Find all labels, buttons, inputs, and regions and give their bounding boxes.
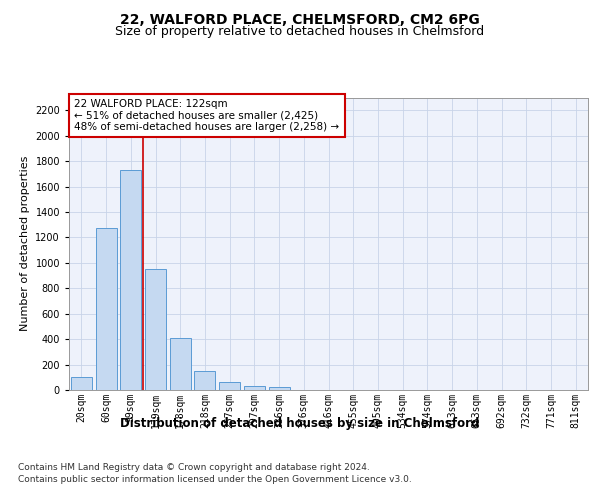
Bar <box>120 170 141 390</box>
Text: Distribution of detached houses by size in Chelmsford: Distribution of detached houses by size … <box>121 418 479 430</box>
Text: Contains HM Land Registry data © Crown copyright and database right 2024.: Contains HM Land Registry data © Crown c… <box>18 462 370 471</box>
Bar <box>71 378 92 390</box>
Y-axis label: Number of detached properties: Number of detached properties <box>20 156 29 332</box>
Text: 22, WALFORD PLACE, CHELMSFORD, CM2 6PG: 22, WALFORD PLACE, CHELMSFORD, CM2 6PG <box>120 12 480 26</box>
Bar <box>145 269 166 390</box>
Bar <box>95 228 116 390</box>
Bar <box>269 388 290 390</box>
Bar <box>170 338 191 390</box>
Text: Contains public sector information licensed under the Open Government Licence v3: Contains public sector information licen… <box>18 475 412 484</box>
Text: Size of property relative to detached houses in Chelmsford: Size of property relative to detached ho… <box>115 25 485 38</box>
Bar <box>194 371 215 390</box>
Text: 22 WALFORD PLACE: 122sqm
← 51% of detached houses are smaller (2,425)
48% of sem: 22 WALFORD PLACE: 122sqm ← 51% of detach… <box>74 99 340 132</box>
Bar <box>244 386 265 390</box>
Bar <box>219 382 240 390</box>
